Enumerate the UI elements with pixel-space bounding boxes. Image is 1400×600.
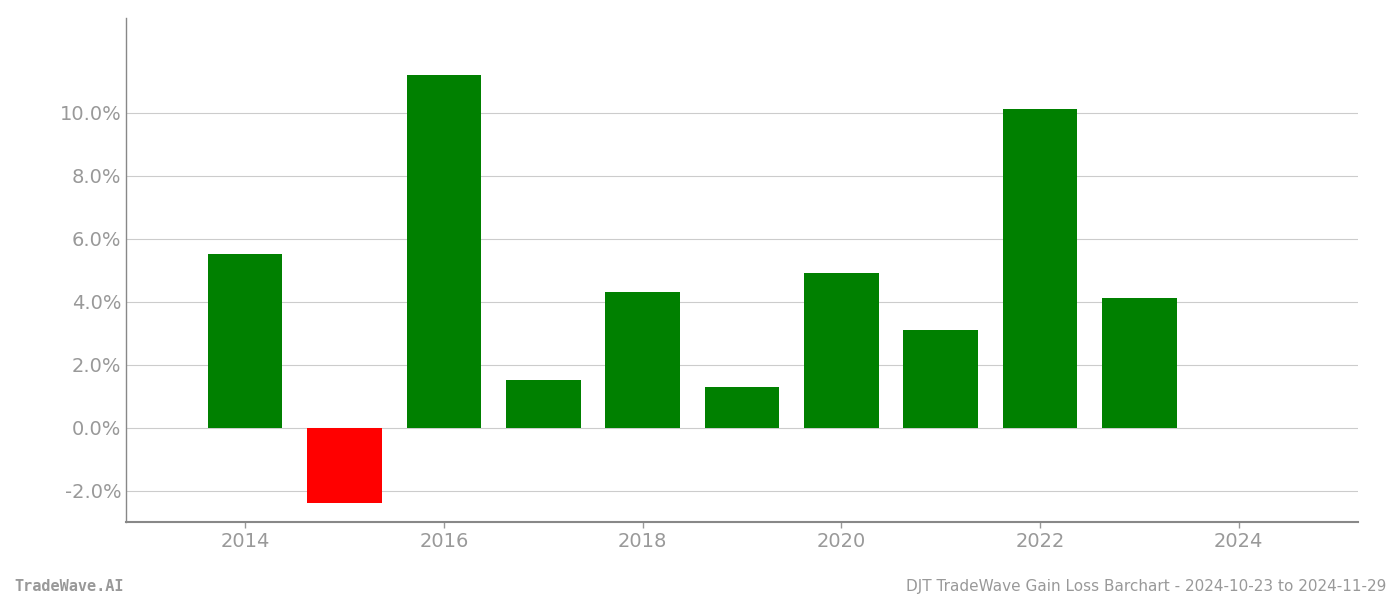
Bar bbox=[605, 292, 680, 427]
Bar bbox=[406, 75, 482, 427]
Bar bbox=[804, 273, 879, 427]
Bar bbox=[704, 386, 780, 427]
Bar bbox=[209, 254, 283, 427]
Bar bbox=[308, 427, 382, 503]
Bar bbox=[1002, 109, 1078, 427]
Text: TradeWave.AI: TradeWave.AI bbox=[14, 579, 123, 594]
Bar bbox=[1102, 298, 1176, 427]
Bar bbox=[505, 380, 581, 427]
Bar bbox=[903, 330, 979, 427]
Text: DJT TradeWave Gain Loss Barchart - 2024-10-23 to 2024-11-29: DJT TradeWave Gain Loss Barchart - 2024-… bbox=[906, 579, 1386, 594]
